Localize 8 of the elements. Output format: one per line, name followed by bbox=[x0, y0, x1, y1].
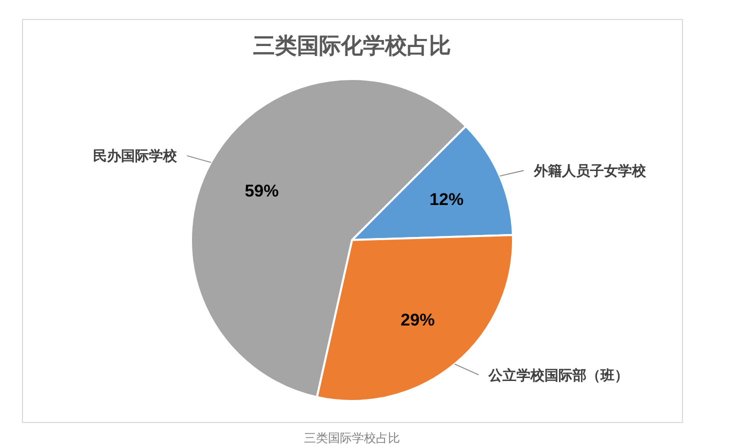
data-label: 12% bbox=[430, 190, 464, 210]
text: 三类国际学校占比 bbox=[304, 431, 400, 445]
slice-label: 民办国际学校 bbox=[92, 148, 178, 164]
slice-label: 公立学校国际部（班） bbox=[488, 366, 629, 383]
slice-label: 外籍人员子女学校 bbox=[532, 162, 647, 178]
data-label: 29% bbox=[400, 310, 435, 330]
data-label: 59% bbox=[244, 181, 279, 200]
chart-title: 三类国际化学校占比 bbox=[253, 33, 451, 58]
